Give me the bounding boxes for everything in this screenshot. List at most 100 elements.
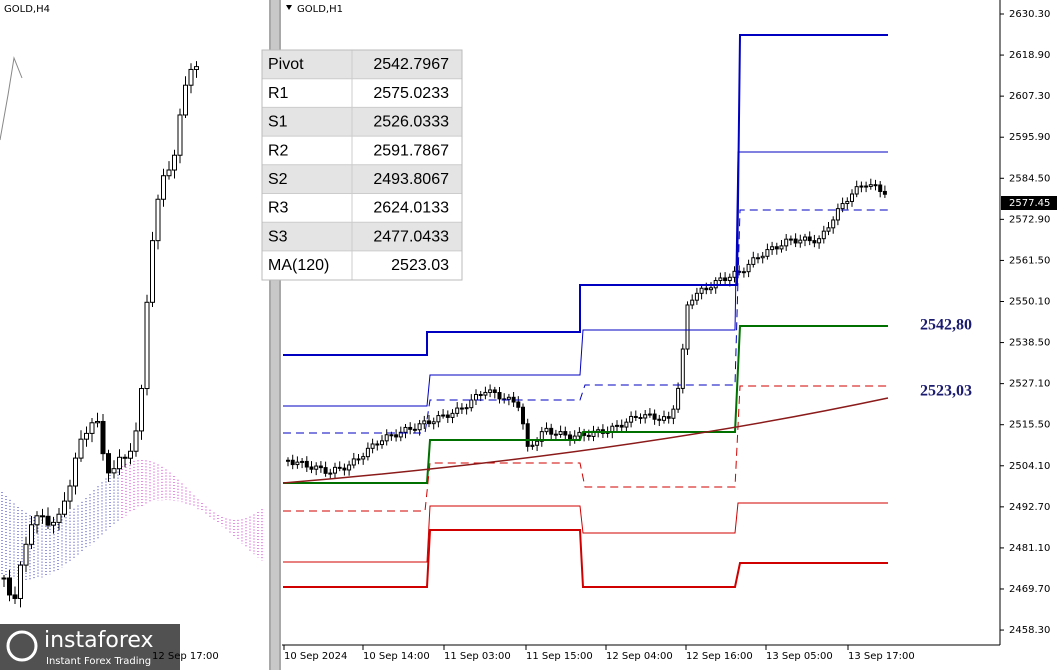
price-label: 2550.10	[1009, 296, 1050, 307]
candle-body	[323, 467, 328, 474]
candle-body	[864, 185, 869, 188]
row-value: 2493.8067	[373, 171, 449, 188]
row-value: 2477.0433	[373, 228, 449, 245]
candle-body	[774, 246, 779, 250]
table-row	[262, 50, 462, 79]
row-value: 2591.7867	[373, 142, 449, 159]
candle-body	[685, 304, 690, 350]
price-label: 2469.70	[1009, 584, 1050, 595]
candle-body	[40, 515, 45, 518]
candle-body	[144, 301, 150, 390]
candle-body	[455, 407, 460, 414]
ichimoku-cloud	[1, 460, 263, 580]
table-row	[262, 136, 462, 165]
candle-body	[73, 457, 78, 487]
logo-tagline: Instant Forex Trading	[46, 656, 151, 667]
candle-body	[483, 391, 488, 396]
candle-body	[318, 465, 323, 469]
candle-body	[812, 240, 817, 244]
candle-body	[436, 415, 441, 423]
candle-body	[150, 240, 155, 303]
candle-body	[784, 238, 789, 247]
candle-body	[723, 277, 728, 282]
candle-body	[718, 277, 723, 282]
pivot-line	[283, 325, 888, 484]
candle-body	[290, 459, 295, 466]
candle-body	[304, 460, 309, 468]
row-value: 2523.03	[391, 257, 449, 274]
candle-body	[67, 485, 73, 502]
candle-body	[709, 287, 713, 291]
candle-body	[807, 236, 812, 242]
candle-body	[351, 458, 356, 466]
candle-body	[850, 193, 854, 202]
candle-body	[788, 238, 793, 241]
candle-body	[188, 68, 194, 86]
s1-line	[283, 385, 888, 512]
candle-body	[558, 431, 563, 435]
candle-body	[577, 431, 582, 437]
candle-body	[347, 464, 352, 471]
table-row	[262, 250, 462, 280]
candle-body	[365, 447, 370, 458]
candle-body	[51, 521, 56, 526]
candle-body	[361, 456, 366, 460]
table-row	[262, 164, 462, 194]
row-value: 2575.0233	[373, 85, 449, 102]
time-label: 13 Sep 17:00	[848, 651, 915, 662]
candle-body	[746, 263, 751, 273]
candle-body	[84, 432, 89, 440]
candle-body	[427, 420, 431, 425]
candle-body	[506, 396, 511, 400]
candle-body	[384, 434, 389, 442]
candle-body	[403, 426, 408, 433]
row-label: S1	[268, 114, 288, 131]
candle-body	[765, 249, 770, 257]
candle-body	[7, 577, 12, 596]
candle-body	[356, 458, 361, 461]
candle-body	[727, 276, 732, 282]
candle-body	[45, 515, 51, 526]
candle-body	[300, 460, 305, 463]
left-time-label: 12 Sep 17:00	[152, 651, 219, 662]
candle-body	[553, 433, 558, 436]
candle-body	[549, 427, 554, 435]
price-label: 2504.10	[1009, 461, 1050, 472]
price-label: 2584.50	[1009, 173, 1050, 184]
candle-body	[756, 257, 760, 260]
candle-body	[840, 203, 845, 210]
candle-body	[78, 438, 84, 459]
annotation: 2542,80	[920, 317, 972, 334]
row-label: S3	[268, 228, 288, 245]
candle-body	[133, 430, 139, 452]
candle-body	[741, 271, 746, 274]
candle-body	[380, 440, 384, 446]
table-row	[262, 222, 462, 251]
candle-body	[586, 434, 591, 437]
candle-body	[652, 413, 657, 420]
candle-body	[488, 389, 493, 393]
row-label: MA(120)	[268, 257, 329, 274]
table-border	[261, 49, 463, 281]
row-label: R1	[268, 85, 289, 102]
candle-body	[831, 219, 836, 229]
time-label: 11 Sep 15:00	[526, 651, 593, 662]
candle-body	[342, 467, 347, 471]
s2-line	[283, 502, 888, 563]
s3-line	[283, 529, 888, 588]
candle-body	[680, 348, 685, 389]
pivot-table: Pivot 2542.7967 R1 2575.0233 S1 2526.0333 R2 25…	[261, 49, 463, 281]
price-label: 2561.50	[1009, 255, 1050, 266]
candle-body	[629, 415, 634, 423]
candle-body	[23, 543, 29, 566]
candle-body	[408, 426, 413, 430]
candle-body	[624, 421, 629, 428]
candle-body	[662, 416, 666, 421]
candle-body	[309, 466, 314, 470]
candle-body	[172, 154, 177, 171]
candle-body	[619, 424, 624, 428]
candle-body	[314, 465, 319, 470]
indicator-line	[0, 56, 23, 141]
candle-body	[497, 392, 502, 400]
